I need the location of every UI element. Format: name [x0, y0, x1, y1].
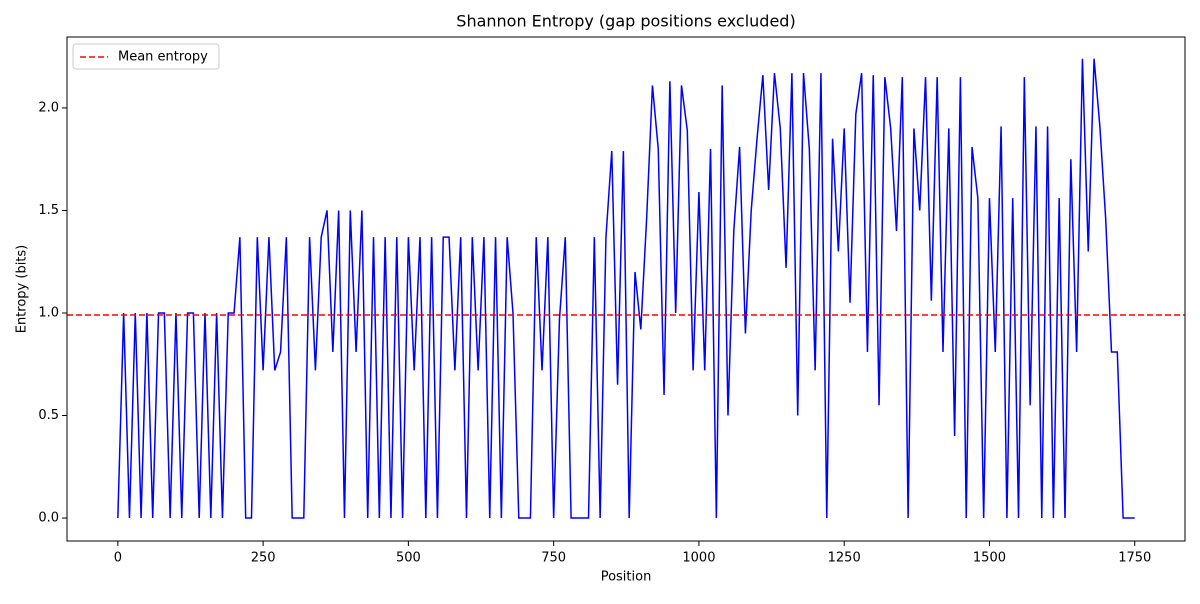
y-tick-label: 1.0 [38, 305, 59, 320]
entropy-line [117, 58, 1135, 519]
x-tick-label: 1750 [1118, 551, 1151, 566]
x-tick-label: 0 [114, 551, 122, 566]
plot-frame [66, 36, 1186, 542]
x-tick-label: 1500 [973, 551, 1006, 566]
x-tick-label: 1000 [682, 551, 715, 566]
y-tick-label: 0.5 [38, 408, 59, 423]
x-tick-label: 250 [251, 551, 276, 566]
legend-label: Mean entropy [118, 50, 208, 65]
x-tick-label: 500 [396, 551, 421, 566]
y-tick-label: 1.5 [38, 203, 59, 218]
x-axis-label: Position [601, 570, 652, 585]
x-tick-label: 750 [541, 551, 566, 566]
x-tick-label: 1250 [828, 551, 861, 566]
legend-box [72, 43, 220, 70]
y-tick-label: 2.0 [38, 100, 59, 115]
chart-title: Shannon Entropy (gap positions excluded) [456, 12, 795, 31]
y-tick-label: 0.0 [38, 511, 59, 526]
y-axis-label: Entropy (bits) [15, 245, 30, 334]
